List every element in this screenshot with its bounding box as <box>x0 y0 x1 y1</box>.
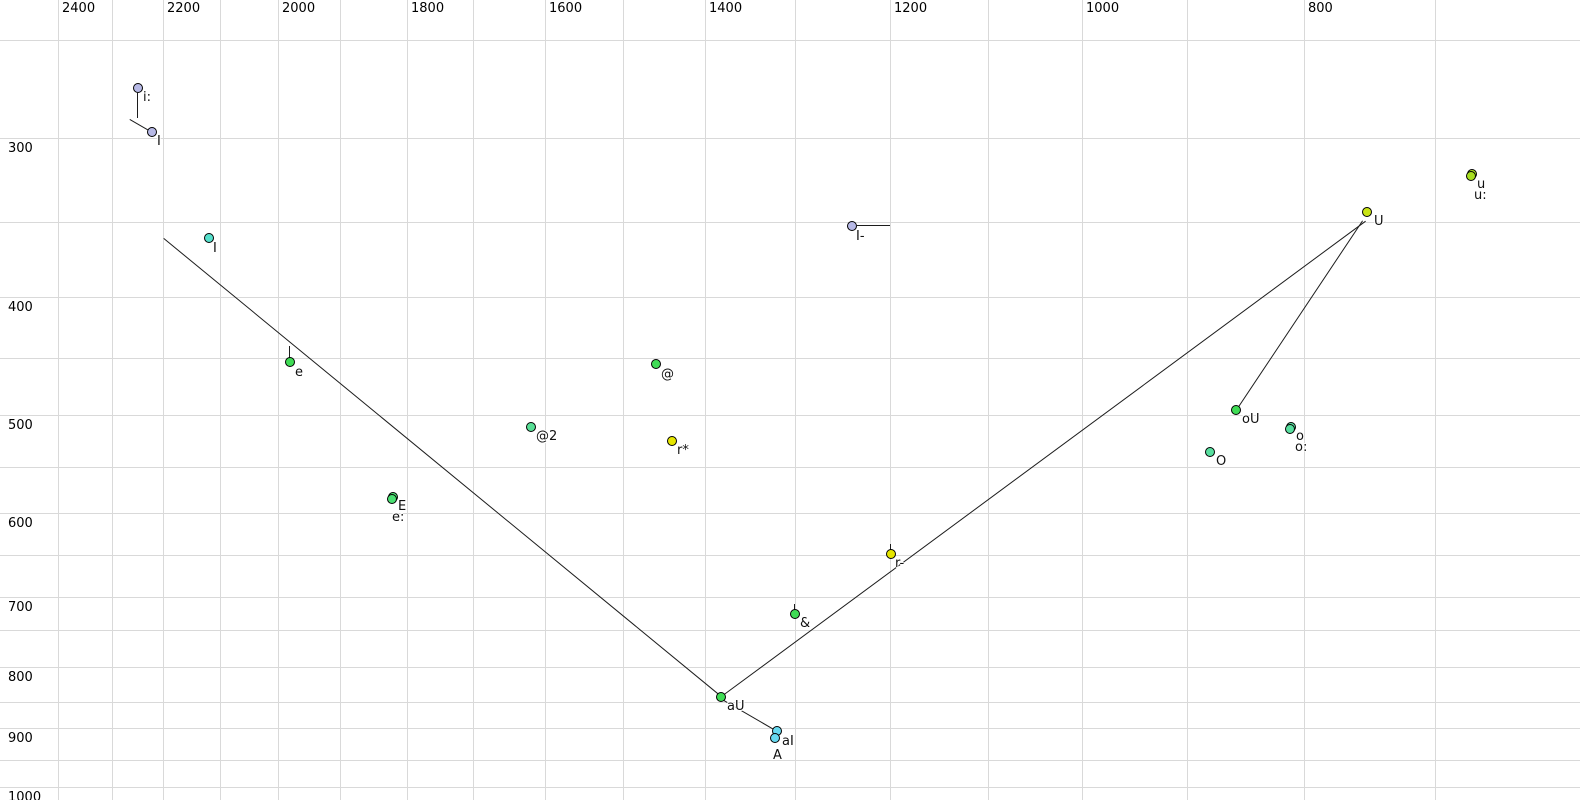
gridline-f2-700 <box>1435 0 1436 800</box>
vowel-point-label-E: E <box>398 499 407 514</box>
gridline-f1-550 <box>0 467 1580 468</box>
vowel-point-&[interactable] <box>790 609 800 619</box>
gridline-f1-250 <box>0 40 1580 41</box>
gridline-f2-1100 <box>988 0 989 800</box>
x-axis-tick-label: 2000 <box>282 1 316 16</box>
x-axis-tick-label: 1800 <box>411 1 445 16</box>
gridline-f1-950 <box>0 760 1580 761</box>
gridline-f1-850 <box>0 702 1580 703</box>
gridline-f2-800 <box>1304 0 1305 800</box>
x-axis-tick-label: 1600 <box>549 1 583 16</box>
gridline-f1-1000 <box>0 787 1580 788</box>
y-axis-tick-label: 500 <box>8 418 33 433</box>
vowel-point-label-e: e <box>295 365 303 380</box>
vowel-point-I[interactable] <box>204 233 214 243</box>
vowel-point-label-aI: aI <box>782 734 794 749</box>
gridline-f2-1000 <box>1082 0 1083 800</box>
gridline-f1-450 <box>0 358 1580 359</box>
connector-line-0 <box>137 93 138 118</box>
vowel-point-label-o:: o: <box>1295 440 1308 455</box>
gridline-f1-800 <box>0 667 1580 668</box>
gridline-f2-2200 <box>163 0 164 800</box>
vowel-point-O[interactable] <box>1205 447 1215 457</box>
gridline-f2-2400 <box>58 0 59 800</box>
gridline-f1-750 <box>0 630 1580 631</box>
vowel-point-i:[interactable] <box>133 83 143 93</box>
vowel-point-label-I: I <box>157 134 161 149</box>
vowel-point-U[interactable] <box>1362 207 1372 217</box>
gridline-f2-1300 <box>795 0 796 800</box>
gridline-f1-700 <box>0 597 1580 598</box>
vowel-point-label-@: @ <box>661 367 674 382</box>
vowel-point-label-r-: r- <box>895 556 905 571</box>
gridline-f2-2000 <box>278 0 279 800</box>
gridline-f2-2300 <box>112 0 113 800</box>
vowel-point-label-e:: e: <box>392 510 405 525</box>
gridline-f2-1200 <box>890 0 891 800</box>
vowel-point-o:[interactable] <box>1285 424 1295 434</box>
y-axis-tick-label: 300 <box>8 141 33 156</box>
vowel-point-label-U: U <box>1374 214 1384 229</box>
vowel-point-label-o: o <box>1296 429 1304 444</box>
gridline-f1-650 <box>0 555 1580 556</box>
x-axis-tick-label: 2400 <box>62 1 96 16</box>
y-axis-tick-label: 400 <box>8 300 33 315</box>
x-axis-tick-label: 1200 <box>894 1 928 16</box>
vowel-point-label-oU: oU <box>1242 412 1260 427</box>
vowel-point-label-u: u <box>1477 177 1486 192</box>
gridline-f2-1700 <box>473 0 474 800</box>
x-axis-tick-label: 1400 <box>709 1 743 16</box>
gridline-f2-1500 <box>623 0 624 800</box>
vowel-point-I-[interactable] <box>847 221 857 231</box>
vowel-point-label-A: A <box>773 748 782 763</box>
vowel-point-e[interactable] <box>285 357 295 367</box>
vowel-point-label-u:: u: <box>1474 188 1487 203</box>
vowel-point-e:[interactable] <box>387 494 397 504</box>
gridline-f1-500 <box>0 415 1580 416</box>
gridline-f1-600 <box>0 513 1580 514</box>
vowel-point-r-[interactable] <box>886 549 896 559</box>
vowel-point-label-I-: I- <box>856 229 865 244</box>
vowel-point-@2[interactable] <box>526 422 536 432</box>
vowel-point-@[interactable] <box>651 359 661 369</box>
gridline-f2-1400 <box>705 0 706 800</box>
y-axis-tick-label: 600 <box>8 516 33 531</box>
connector-line-6 <box>857 225 890 226</box>
gridline-f1-350 <box>0 222 1580 223</box>
gridline-f2-1900 <box>340 0 341 800</box>
gridline-f1-400 <box>0 297 1580 298</box>
y-axis-tick-label: 1000 <box>8 790 42 800</box>
vowel-point-u:[interactable] <box>1466 171 1476 181</box>
vowel-point-I[interactable] <box>147 127 157 137</box>
gridline-f1-900 <box>0 728 1580 729</box>
y-axis-tick-label: 900 <box>8 731 33 746</box>
connector-line-1 <box>129 119 149 131</box>
vowel-point-label-i:: i: <box>143 90 151 105</box>
vowel-point-label-r*: r* <box>677 443 689 458</box>
x-axis-tick-label: 1000 <box>1086 1 1120 16</box>
vowel-point-label-O: O <box>1216 454 1227 469</box>
x-axis-tick-label: 2200 <box>167 1 201 16</box>
y-axis-tick-label: 800 <box>8 670 33 685</box>
gridline-f2-1600 <box>545 0 546 800</box>
vowel-point-label-I: I <box>213 241 217 256</box>
vowel-point-label-@2: @2 <box>536 429 558 444</box>
gridline-f1-300 <box>0 138 1580 139</box>
vowel-point-aU[interactable] <box>716 692 726 702</box>
vowel-point-A[interactable] <box>770 733 780 743</box>
gridline-f2-2100 <box>220 0 221 800</box>
vowel-point-label-&: & <box>800 616 811 631</box>
vowel-point-r*[interactable] <box>667 436 677 446</box>
connector-line-4 <box>1238 220 1363 407</box>
vowel-point-oU[interactable] <box>1231 405 1241 415</box>
gridline-f2-900 <box>1187 0 1188 800</box>
connector-line-3 <box>724 221 1366 695</box>
y-axis-tick-label: 700 <box>8 600 33 615</box>
gridline-f2-1800 <box>407 0 408 800</box>
x-axis-tick-label: 800 <box>1308 1 1333 16</box>
vowel-point-label-aU: aU <box>727 699 745 714</box>
